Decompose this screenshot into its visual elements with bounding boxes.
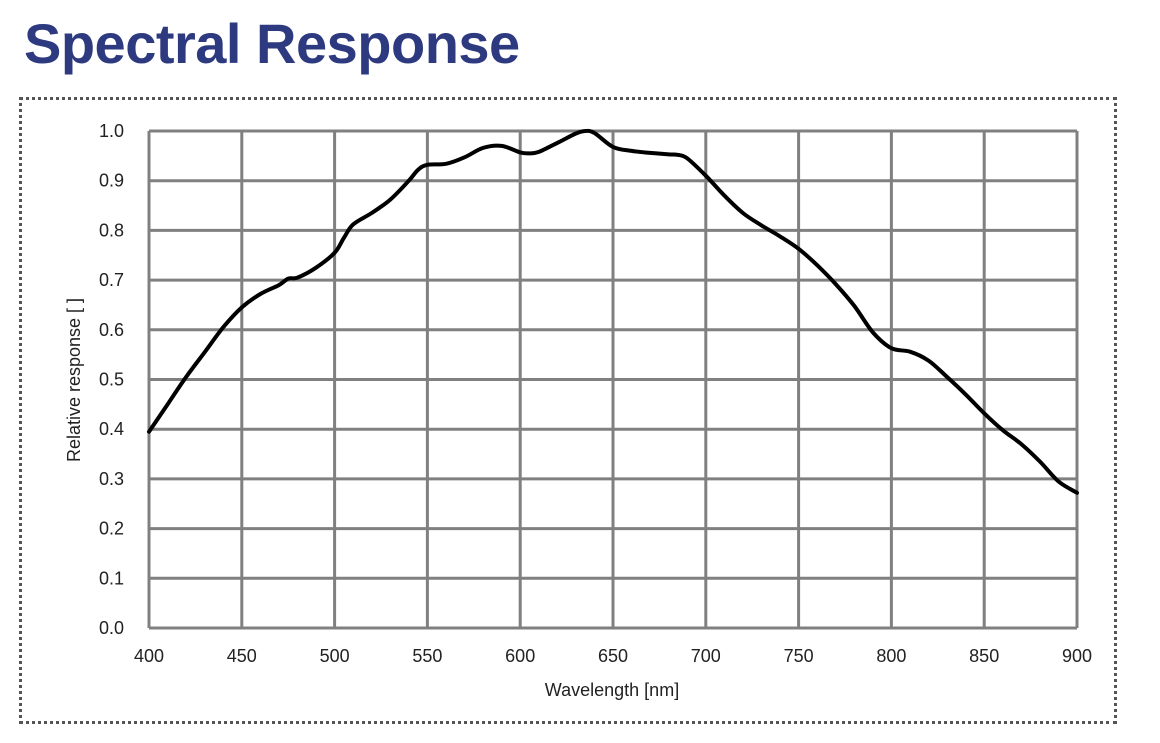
x-tick-label: 700	[691, 646, 721, 666]
y-tick-labels: 0.0 0.1 0.2 0.3 0.4 0.5 0.6 0.7 0.8 0.9 1.0	[99, 121, 124, 638]
y-tick-label: 0.8	[99, 220, 124, 240]
page-title: Spectral Response	[24, 12, 520, 75]
y-tick-label: 0.3	[99, 469, 124, 489]
x-tick-label: 900	[1062, 646, 1092, 666]
x-tick-label: 800	[876, 646, 906, 666]
x-tick-labels: 400 450 500 550 600 650 700 750 800 850 900	[134, 646, 1092, 666]
x-tick-label: 450	[227, 646, 257, 666]
y-tick-label: 0.1	[99, 568, 124, 588]
chart-frame	[19, 97, 1117, 724]
x-tick-label: 850	[969, 646, 999, 666]
y-tick-label: 1.0	[99, 121, 124, 141]
y-tick-label: 0.2	[99, 519, 124, 539]
y-axis-label: Relative response [ ]	[64, 298, 84, 462]
y-tick-label: 0.7	[99, 270, 124, 290]
x-tick-label: 650	[598, 646, 628, 666]
y-tick-label: 0.0	[99, 618, 124, 638]
x-tick-label: 550	[412, 646, 442, 666]
x-axis-label: Wavelength [nm]	[545, 680, 679, 700]
y-tick-label: 0.5	[99, 370, 124, 390]
x-tick-label: 500	[320, 646, 350, 666]
y-tick-label: 0.6	[99, 320, 124, 340]
y-tick-label: 0.9	[99, 171, 124, 191]
response-curve	[147, 128, 1079, 495]
chart-grid	[147, 129, 1079, 630]
x-tick-label: 600	[505, 646, 535, 666]
y-tick-label: 0.4	[99, 419, 124, 439]
x-tick-label: 400	[134, 646, 164, 666]
x-tick-label: 750	[784, 646, 814, 666]
